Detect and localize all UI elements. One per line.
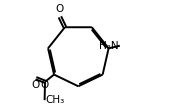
Text: O: O	[56, 4, 64, 14]
Text: O: O	[41, 80, 49, 90]
Text: H₂N: H₂N	[99, 41, 119, 51]
Text: O: O	[32, 80, 40, 90]
Text: CH₃: CH₃	[45, 95, 64, 105]
